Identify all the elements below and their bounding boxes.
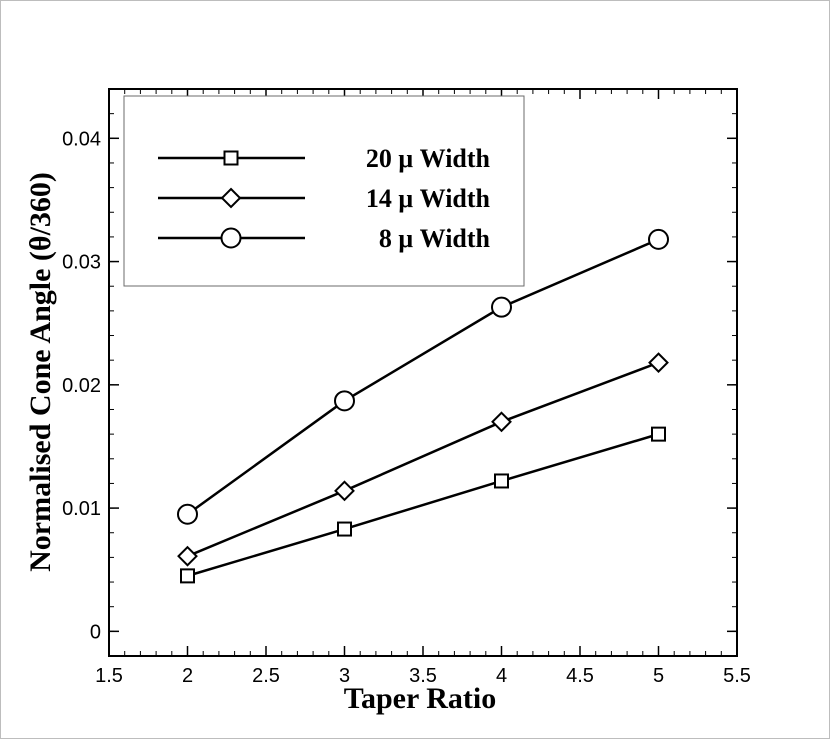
legend-marker-circle: [220, 227, 242, 249]
series-line: [187, 361, 659, 558]
legend-marker-square: [223, 150, 239, 166]
legend-box: [123, 95, 525, 287]
data-point-square: [494, 473, 509, 489]
series-square: [180, 426, 666, 584]
legend-entry: 20 μ Width: [158, 144, 491, 173]
y-tick-label: 0.03: [62, 252, 101, 274]
x-tick-label: 1.5: [95, 665, 123, 687]
legend: 20 μ Width 14 μ Width 8 μ Width: [123, 95, 525, 287]
y-tick-label: 0: [90, 621, 101, 643]
series-line: [187, 432, 659, 578]
x-axis: 1.5 2 2.5 3 3.5 4 4.5 5 5.5: [95, 89, 751, 687]
legend-label: 14 μ Width: [366, 184, 491, 213]
data-point-circle: [648, 228, 669, 250]
x-tick-label: 3: [339, 665, 350, 687]
legend-entry: 14 μ Width: [158, 184, 491, 213]
data-point-circle: [177, 503, 198, 525]
data-point-circle: [491, 296, 512, 318]
series-line: [186, 238, 659, 516]
x-tick-label: 2.5: [252, 665, 280, 687]
x-tick-label: 4: [496, 665, 507, 687]
y-tick-label: 0.02: [62, 375, 101, 397]
data-point-square: [337, 521, 352, 537]
legend-marker-diamond: [220, 187, 242, 209]
data-point-diamond: [491, 411, 512, 433]
legend-entry: 8 μ Width: [158, 224, 491, 253]
data-point-square: [180, 568, 195, 584]
y-axis-title: Normalised Cone Angle (θ/360): [24, 172, 57, 572]
x-tick-label: 5: [653, 665, 664, 687]
y-axis: 0 0.01 0.02 0.03 0.04: [62, 88, 737, 657]
series-layer: [177, 228, 669, 584]
x-tick-label: 5.5: [723, 665, 751, 687]
data-point-diamond: [648, 352, 669, 374]
data-point-diamond: [177, 545, 198, 567]
legend-label: 20 μ Width: [366, 144, 491, 173]
y-tick-label: 0.04: [62, 128, 101, 150]
data-point-square: [651, 426, 666, 442]
series-diamond: [177, 352, 669, 567]
data-point-circle: [334, 390, 355, 412]
x-tick-label: 3.5: [409, 665, 437, 687]
legend-label: 8 μ Width: [379, 224, 491, 253]
series-circle: [177, 228, 669, 525]
data-point-diamond: [334, 480, 355, 502]
x-tick-label: 4.5: [566, 665, 594, 687]
x-tick-label: 2: [182, 665, 193, 687]
y-tick-label: 0.01: [62, 498, 101, 520]
x-axis-title: Taper Ratio: [344, 682, 497, 715]
